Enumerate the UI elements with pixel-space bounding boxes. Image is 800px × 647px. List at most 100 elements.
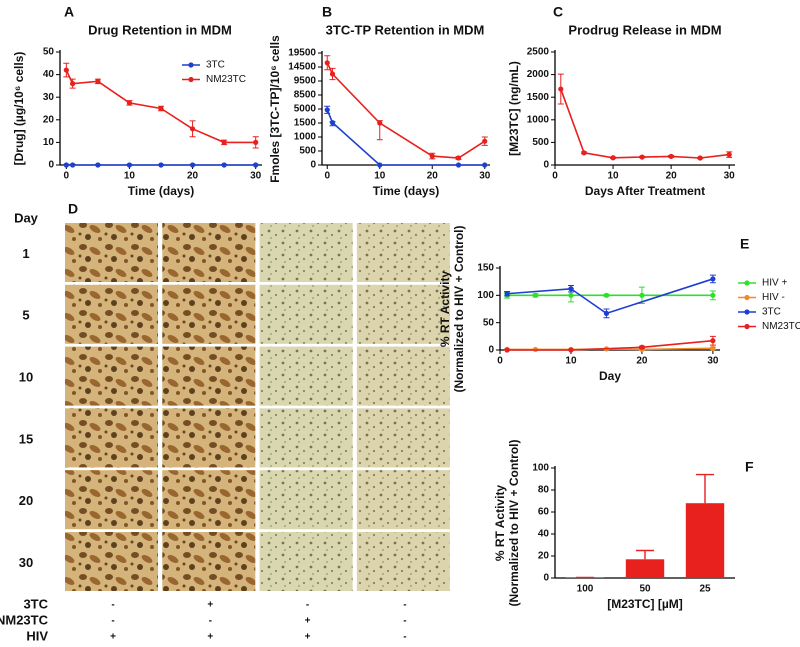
- y-axis-label: % RT Activity: [438, 271, 452, 348]
- micrograph-tint: [259, 223, 353, 282]
- treatment-mark: +: [110, 632, 116, 643]
- y-tick-label: 500: [532, 137, 549, 148]
- data-point: [603, 310, 610, 316]
- y-tick-label: 1000: [294, 132, 317, 143]
- data-point: [726, 152, 732, 158]
- legend-marker: [744, 294, 750, 301]
- treatment-mark: +: [305, 632, 311, 643]
- y-tick-label: 5000: [294, 104, 317, 115]
- data-point: [158, 105, 164, 112]
- x-axis-label: [M23TC] [µM]: [607, 597, 683, 611]
- y-tick-label: 0: [543, 573, 549, 584]
- y-tick-label: 8500: [294, 90, 317, 101]
- data-point: [377, 162, 383, 168]
- y-tick-label: 60: [538, 507, 550, 518]
- legend-label: HIV +: [762, 278, 787, 289]
- row-label: 1: [22, 246, 29, 261]
- data-point: [95, 78, 101, 84]
- micrograph-tint: [162, 346, 256, 406]
- data-point: [126, 100, 133, 106]
- series-line: [326, 62, 486, 159]
- x-tick-label: 0: [552, 171, 558, 182]
- x-tick-label: 10: [374, 171, 386, 182]
- series-line: [560, 88, 730, 159]
- micrograph-tint: [65, 532, 158, 591]
- micrograph: [162, 532, 256, 591]
- y-tick-label: 150: [477, 263, 494, 274]
- treatment-label: NM23TC: [0, 612, 49, 627]
- data-point: [324, 60, 330, 66]
- legend-label: 3TC: [762, 307, 781, 318]
- y-tick-label: 1500: [294, 118, 317, 129]
- micrograph: [259, 223, 353, 282]
- micrograph: [65, 470, 158, 530]
- data-point: [63, 67, 69, 73]
- data-point: [329, 71, 336, 77]
- y-tick-label: 100: [532, 463, 549, 474]
- data-point: [189, 162, 196, 168]
- micrograph: [65, 284, 158, 344]
- data-point: [532, 292, 539, 298]
- data-point: [558, 86, 564, 92]
- y-tick-label: 0: [488, 345, 494, 356]
- treatment-mark: -: [209, 616, 212, 627]
- y-tick-label: 50: [483, 317, 495, 328]
- legend-label: NM23TC: [206, 74, 246, 85]
- treatment-mark: -: [111, 616, 114, 627]
- micrograph-tint: [259, 470, 353, 530]
- micrograph: [162, 470, 256, 530]
- micrograph-tint: [162, 223, 256, 282]
- micrograph: [162, 284, 256, 344]
- y-tick-label: 19500: [288, 48, 316, 59]
- micrograph: [65, 346, 158, 406]
- x-tick-label: 20: [636, 356, 648, 367]
- series-line: [65, 69, 256, 144]
- treatment-label: HIV: [26, 628, 48, 643]
- micrograph: [65, 223, 158, 282]
- micrograph: [356, 408, 450, 468]
- bar: [685, 503, 725, 578]
- data-point: [610, 155, 616, 161]
- x-tick-label: 20: [187, 171, 199, 182]
- treatment-mark: -: [403, 616, 406, 627]
- data-point: [710, 292, 716, 298]
- x-tick-label: 100: [577, 584, 594, 595]
- micrograph-tint: [65, 284, 158, 344]
- treatment-mark: -: [403, 632, 406, 643]
- micrograph: [259, 470, 353, 530]
- treatment-mark: +: [207, 600, 213, 611]
- micrograph: [259, 346, 353, 406]
- data-point: [377, 120, 383, 126]
- y-axis-label: [Drug] (µg/10⁶ cells): [12, 52, 26, 166]
- y-tick-label: 1500: [527, 92, 550, 103]
- legend-marker: [744, 309, 750, 315]
- data-point: [95, 162, 101, 168]
- treatment-label: 3TC: [23, 596, 48, 611]
- x-tick-label: 30: [724, 171, 736, 182]
- data-point: [253, 139, 259, 145]
- panel-letter: F: [745, 459, 754, 475]
- y-tick-label: 0: [48, 160, 54, 171]
- micrograph-tint: [259, 284, 353, 344]
- data-point: [482, 138, 488, 144]
- micrograph-tint: [65, 223, 158, 282]
- y-axis-label: (Normalized to HIV + Control): [452, 225, 466, 392]
- y-tick-label: 50: [43, 47, 55, 58]
- data-point: [639, 344, 645, 350]
- micrograph: [356, 346, 450, 406]
- error-bar: [696, 473, 714, 504]
- legend-marker: [744, 280, 750, 286]
- data-point: [482, 162, 488, 168]
- y-tick-label: 0: [310, 160, 316, 171]
- series-line: [507, 339, 713, 351]
- micrograph: [356, 532, 450, 591]
- micrograph-tint: [356, 408, 450, 468]
- data-point: [710, 345, 716, 351]
- data-point: [639, 154, 645, 160]
- micrograph-tint: [356, 346, 450, 406]
- y-tick-label: 20: [538, 551, 550, 562]
- data-point: [455, 155, 462, 161]
- chart-title: 3TC-TP Retention in MDM: [326, 22, 485, 37]
- data-point: [568, 347, 574, 353]
